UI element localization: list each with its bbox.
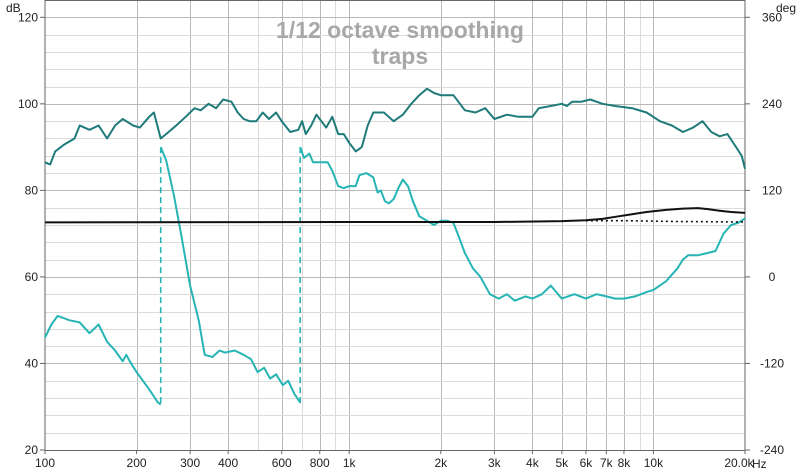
phase-line [159,146,302,403]
chart-title-line-1: 1/12 octave smoothing [276,17,524,43]
x-tick-label: 400 [218,456,238,470]
reference-dotted-line [585,219,746,223]
left-tick-label: 60 [25,270,39,284]
right-tick-label: 120 [762,183,782,197]
x-tick-label: 300 [180,456,200,470]
grid [45,0,745,450]
reference-line [44,207,746,224]
right-unit-label: deg [776,1,796,15]
x-tick-label: 800 [310,456,330,470]
series-layer [44,87,746,407]
x-unit-label: Hz [752,457,767,471]
right-tick-label: 240 [762,97,782,111]
x-tick-label: 20.0k [724,456,754,470]
left-tick-label: 80 [25,183,39,197]
right-tick-label: -240 [760,443,784,457]
x-tick-label: 200 [127,456,147,470]
phase-line [299,146,746,302]
x-tick-label: 100 [35,456,55,470]
x-tick-label: 1k [343,456,357,470]
right-tick-label: 360 [762,10,782,24]
x-tick-label: 600 [272,456,292,470]
right-tick-label: -120 [760,356,784,370]
x-tick-label: 3k [488,456,502,470]
x-tick-label: 2k [434,456,448,470]
left-tick-label: 100 [18,97,38,111]
left-unit-label: dB [6,1,21,15]
chart-title-line-2: traps [372,43,428,69]
x-axis: 100 200 300 400 600 800 1k 2k 3k 4k 5k 6k 7k 8k 10k 20.… [35,450,755,470]
x-tick-label: 7k [600,456,614,470]
phase-line [44,314,162,406]
x-tick-label: 10k [644,456,664,470]
spl-line [44,87,746,170]
right-tick-label: 0 [769,270,776,284]
x-tick-label: 5k [556,456,570,470]
x-tick-label: 8k [618,456,632,470]
x-tick-label: 6k [580,456,594,470]
right-axis: -240 -120 0 120 240 360 [745,10,784,457]
left-axis: 20 40 60 80 100 120 [18,10,45,457]
plot-frame [44,0,746,451]
left-tick-label: 20 [25,443,39,457]
left-tick-label: 40 [25,356,39,370]
x-tick-label: 4k [526,456,540,470]
left-tick-label: 120 [18,10,38,24]
